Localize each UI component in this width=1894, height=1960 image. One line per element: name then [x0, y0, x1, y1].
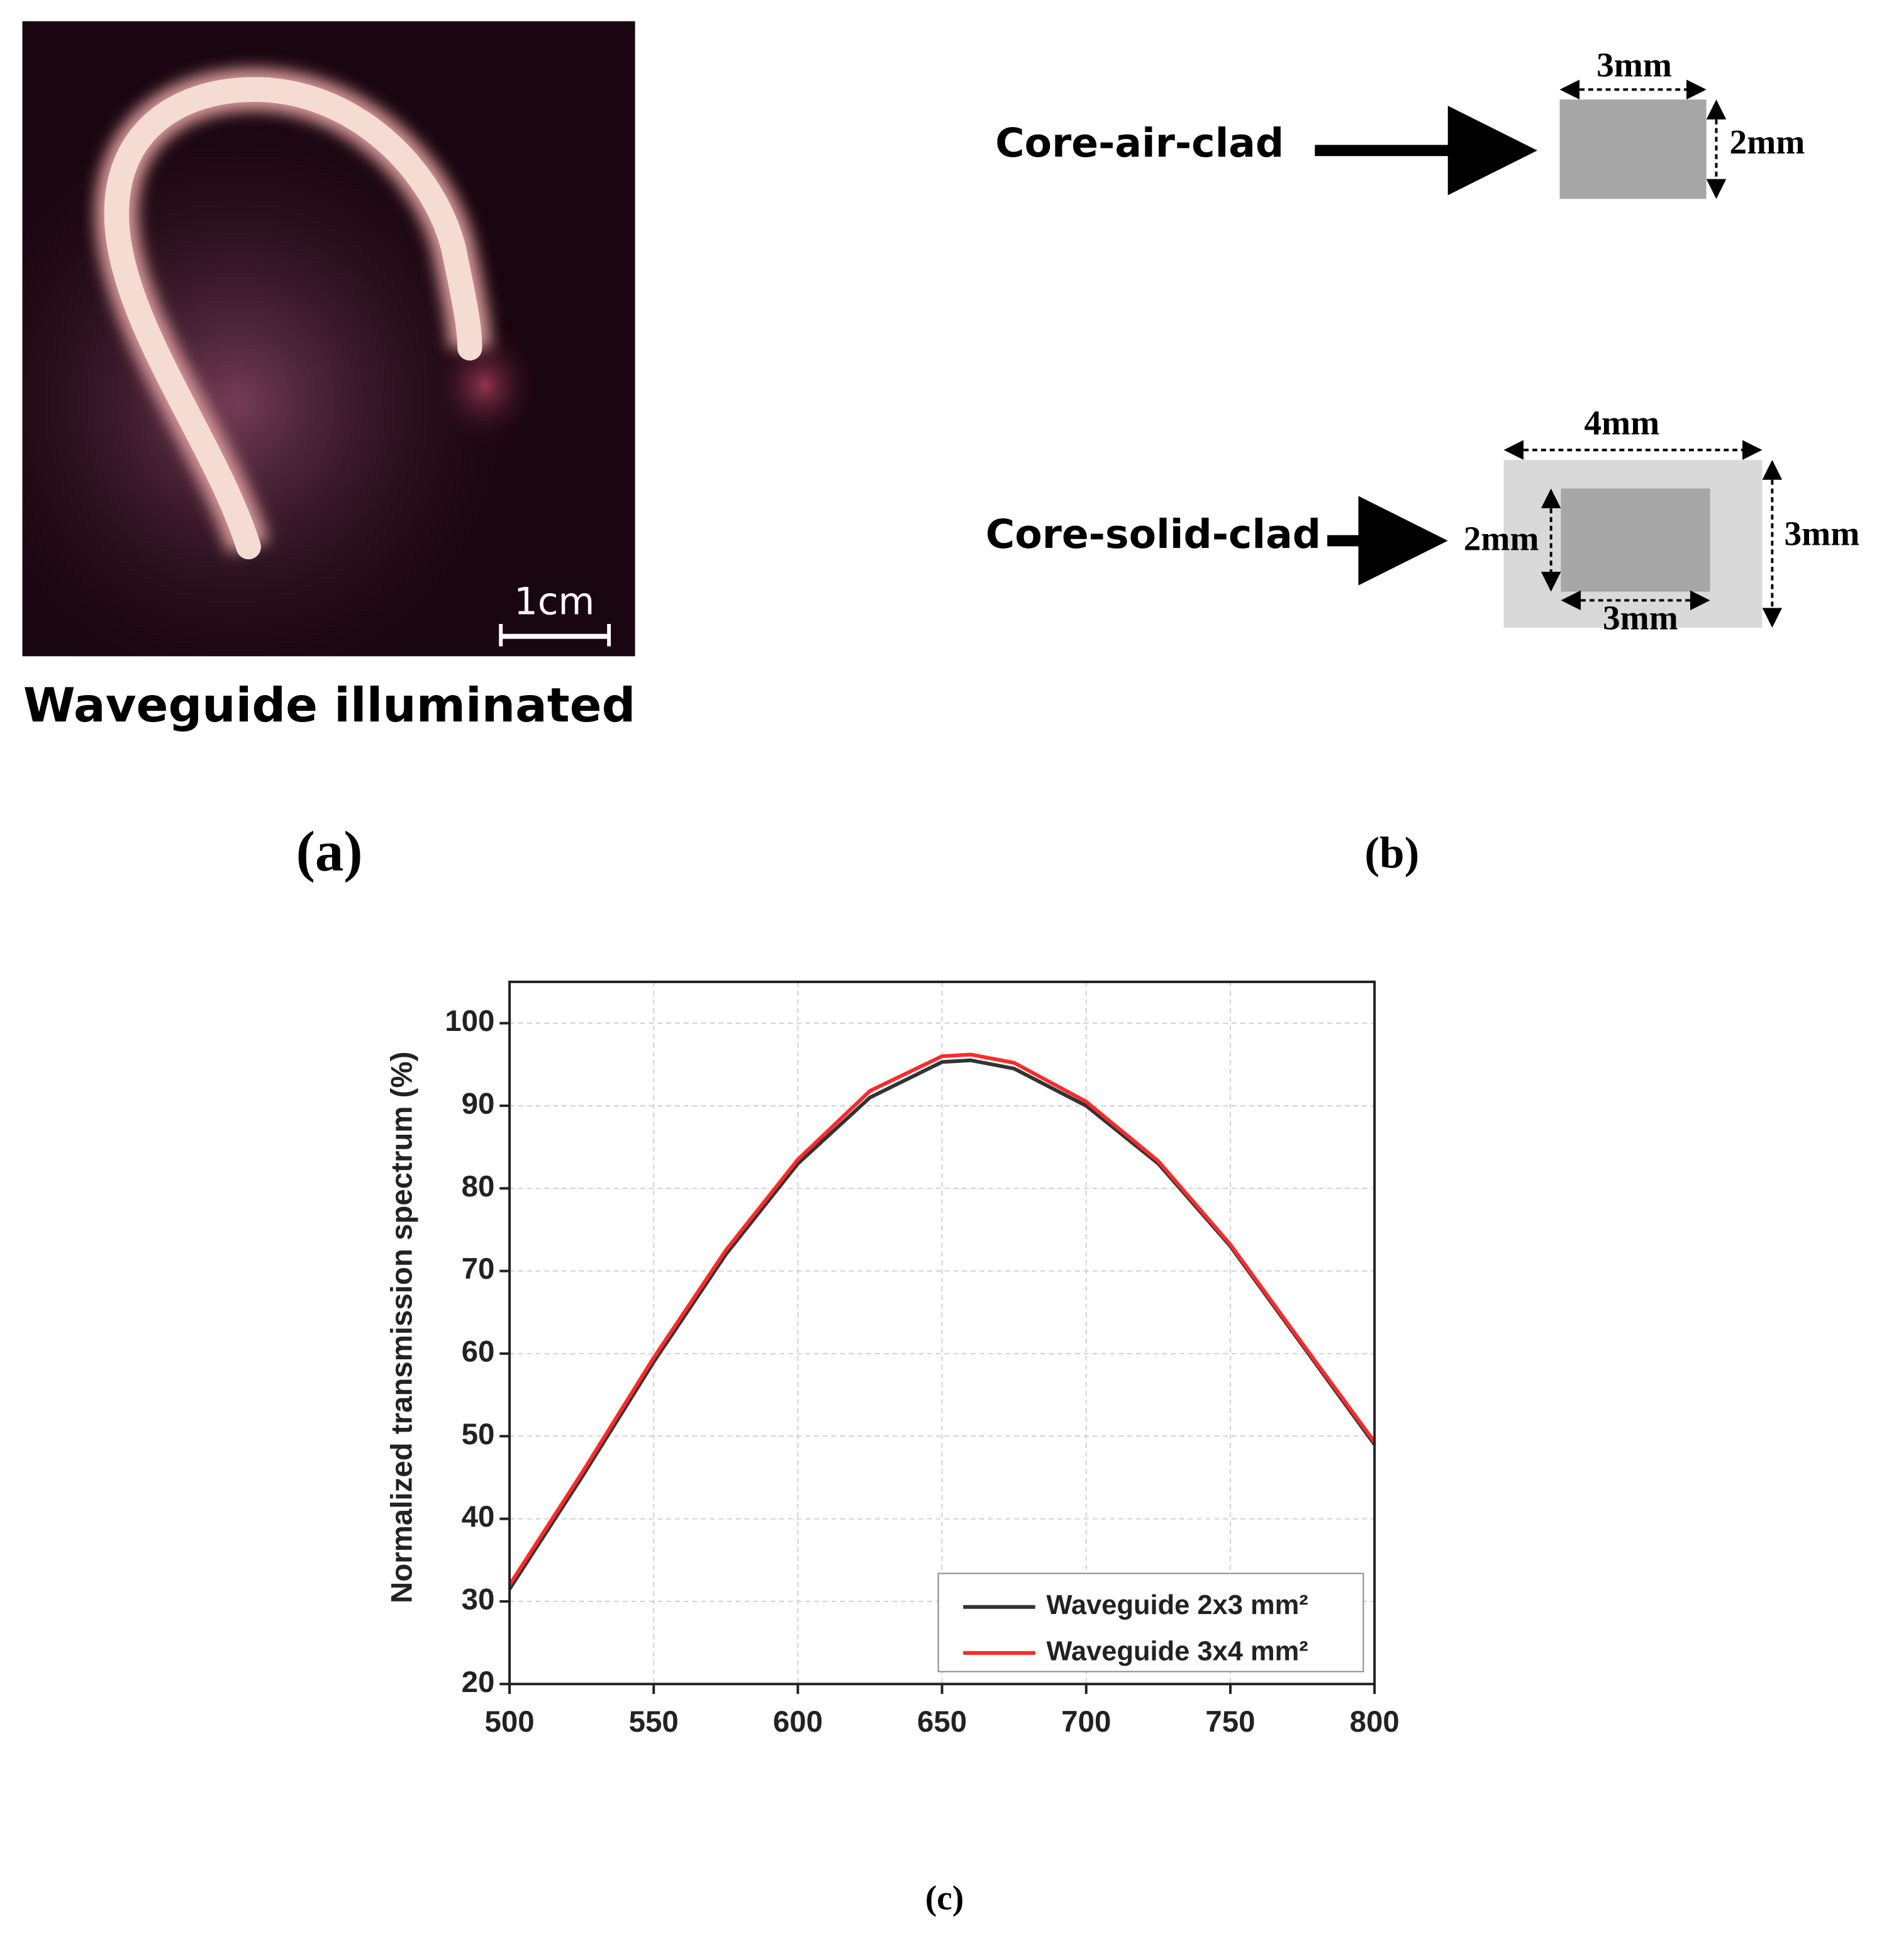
y-tick-label: 40 — [462, 1500, 495, 1534]
y-tick-label: 80 — [462, 1170, 495, 1203]
y-tick-label: 100 — [445, 1005, 494, 1038]
type-name: Core-solid-clad — [986, 511, 1321, 557]
x-tick-label: 600 — [773, 1705, 823, 1739]
y-tick-label: 90 — [462, 1087, 495, 1120]
dimension: 4mm — [1584, 404, 1659, 442]
y-tick-label: 30 — [462, 1583, 495, 1616]
x-tick-label: 550 — [629, 1705, 679, 1739]
panel-label: (a) — [296, 820, 363, 883]
dimension: 3mm — [1785, 514, 1860, 552]
type-name: Core-air-clad — [995, 120, 1284, 166]
y-tick-label: 50 — [462, 1418, 495, 1451]
x-tick-label: 500 — [484, 1705, 534, 1739]
legend-box — [937, 1573, 1364, 1673]
y-tick-label: 70 — [462, 1252, 495, 1286]
panel-label: (b) — [1364, 829, 1419, 878]
legend-label: Waveguide 3x4 mm² — [1047, 1636, 1308, 1666]
photo — [22, 21, 635, 657]
plot-frame — [508, 980, 1376, 1686]
x-tick-label: 800 — [1350, 1705, 1400, 1739]
x-tick-label: 750 — [1205, 1705, 1255, 1739]
panel-label: (c) — [925, 1879, 964, 1917]
plot: 20 30 40 50 60 70 80 90 100 500 550 600 650 700 750 800… — [445, 980, 1400, 1739]
dimension: 2mm — [1464, 519, 1539, 557]
x-tick-label: 650 — [917, 1705, 967, 1739]
diagram — [1315, 79, 1783, 628]
dimension: 2mm — [1730, 123, 1805, 161]
caption: Waveguide illuminated — [23, 677, 635, 733]
dimension: 3mm — [1596, 46, 1672, 84]
y-axis-label: Normalized transmission spectrum (%) — [386, 1052, 419, 1603]
scale-label: 1cm — [514, 579, 594, 623]
y-tick-label: 60 — [462, 1335, 495, 1368]
dimension: 3mm — [1603, 599, 1678, 637]
y-tick-label: 20 — [462, 1666, 495, 1699]
legend-label: Waveguide 2x3 mm² — [1047, 1590, 1308, 1620]
x-tick-label: 700 — [1061, 1705, 1111, 1739]
series-line — [508, 1052, 1376, 1586]
